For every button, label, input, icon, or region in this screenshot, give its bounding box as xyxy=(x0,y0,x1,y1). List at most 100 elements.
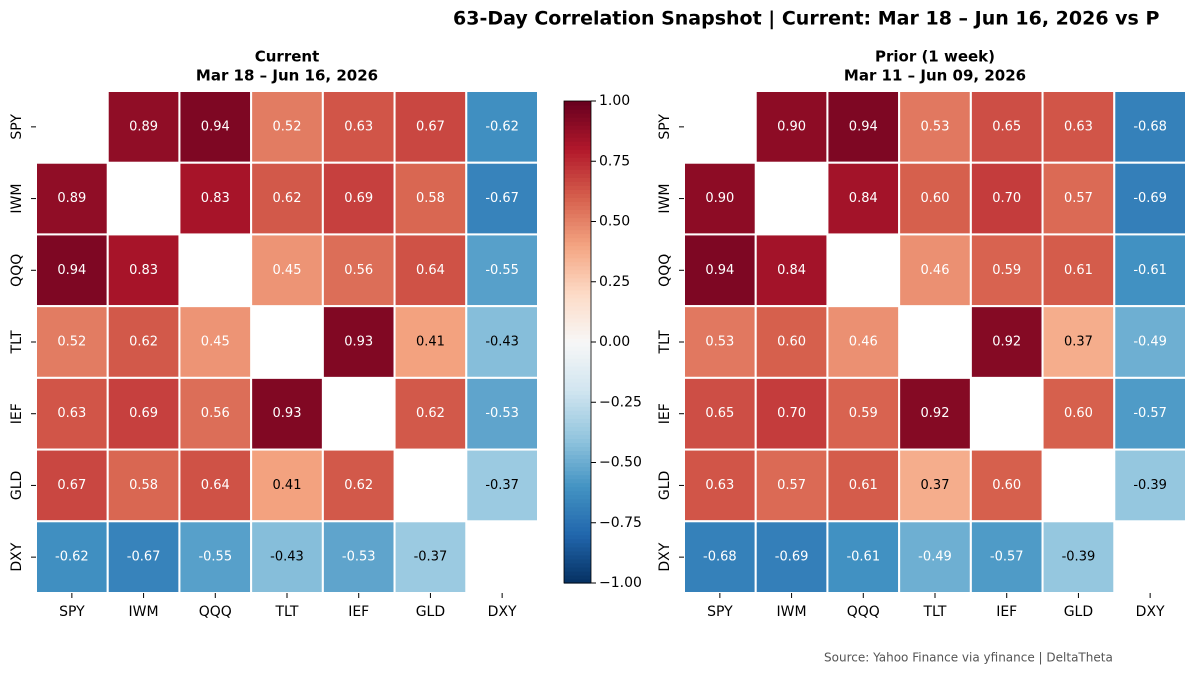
x-tick-label: DXY xyxy=(1136,604,1165,620)
colorbar-segment xyxy=(564,233,591,239)
colorbar-segment xyxy=(564,494,591,500)
colorbar-tick-label: 0.75 xyxy=(599,153,630,169)
colorbar-segment xyxy=(564,309,591,315)
colorbar-segment xyxy=(564,566,591,572)
colorbar-segment xyxy=(564,225,591,231)
colorbar-segment xyxy=(564,149,591,154)
colorbar-segment xyxy=(564,273,591,279)
colorbar-segment xyxy=(564,165,591,170)
colorbar-segment xyxy=(564,217,591,223)
x-tick-label: GLD xyxy=(416,604,445,620)
heatmap-cell xyxy=(969,448,1044,523)
cell-label: 0.60 xyxy=(1064,406,1093,421)
colorbar-segment xyxy=(564,313,591,319)
colorbar-segment xyxy=(564,265,591,271)
cell-label: 0.63 xyxy=(57,406,86,421)
colorbar-segment xyxy=(564,394,591,399)
heatmap-cell xyxy=(826,161,901,236)
cell-label: -0.43 xyxy=(485,335,519,350)
cell-label: 0.94 xyxy=(201,119,230,134)
colorbar-segment xyxy=(564,510,591,516)
colorbar-segment xyxy=(564,406,591,411)
colorbar-segment xyxy=(564,506,591,512)
colorbar-segment xyxy=(564,554,591,560)
heatmap-cell xyxy=(826,520,901,594)
cell-label: 0.93 xyxy=(344,335,373,350)
x-tick-label: DXY xyxy=(488,604,517,620)
colorbar-segment xyxy=(564,370,591,375)
colorbar-segment xyxy=(564,502,591,508)
heatmap-cell xyxy=(1041,90,1116,164)
cell-label: 0.83 xyxy=(201,191,230,206)
colorbar-segment xyxy=(564,101,591,106)
colorbar-segment xyxy=(564,382,591,387)
cell-label: -0.55 xyxy=(485,263,519,278)
cell-label: 0.89 xyxy=(57,191,86,206)
cell-label: 0.61 xyxy=(849,478,878,493)
cell-label: -0.53 xyxy=(485,406,519,421)
cell-label: 0.56 xyxy=(344,263,373,278)
heatmap-cell xyxy=(683,448,757,523)
y-tick-label: TLT xyxy=(9,330,25,354)
heatmap-cell xyxy=(1113,233,1188,308)
colorbar-segment xyxy=(564,261,591,267)
colorbar-segment xyxy=(564,249,591,255)
cell-label: 0.67 xyxy=(57,478,86,493)
y-tick-label: SPY xyxy=(657,114,673,140)
cell-label: 0.92 xyxy=(921,406,950,421)
cell-label: 0.52 xyxy=(273,119,302,134)
colorbar-segment xyxy=(564,574,591,580)
chart-subtitle: Mar 18 – Jun 16, 2026 xyxy=(196,67,378,85)
heatmap-cell xyxy=(465,448,539,523)
cell-label: 0.52 xyxy=(57,335,86,350)
colorbar-segment xyxy=(564,570,591,576)
heatmap-cell xyxy=(754,90,829,164)
heatmap-cell xyxy=(1113,161,1188,236)
colorbar-segment xyxy=(564,281,591,287)
cell-label: -0.49 xyxy=(918,550,952,565)
heatmap-cell xyxy=(1041,376,1116,451)
colorbar-segment xyxy=(564,522,591,528)
colorbar-segment xyxy=(564,109,591,114)
colorbar-segment xyxy=(564,321,591,327)
heatmap-cell xyxy=(826,448,901,523)
cell-label: 0.37 xyxy=(921,478,950,493)
cell-label: 0.63 xyxy=(344,119,373,134)
colorbar-segment xyxy=(564,578,591,584)
colorbar-segment xyxy=(564,410,591,415)
cell-label: 0.83 xyxy=(129,263,158,278)
cell-label: 0.45 xyxy=(273,263,302,278)
colorbar-segment xyxy=(564,121,591,126)
colorbar-segment xyxy=(564,446,591,452)
heatmap-cell xyxy=(826,90,901,164)
colorbar-segment xyxy=(564,245,591,251)
cell-label: -0.68 xyxy=(1133,119,1167,134)
heatmap-cell xyxy=(898,233,972,308)
heatmap-cell xyxy=(465,233,539,308)
colorbar-segment xyxy=(564,426,591,431)
heatmap-cell xyxy=(898,376,972,451)
colorbar-segment xyxy=(564,498,591,504)
colorbar-segment xyxy=(564,458,591,464)
heatmap-cell xyxy=(1041,520,1116,594)
heatmap-cell xyxy=(1113,376,1188,451)
cell-label: 0.59 xyxy=(849,406,878,421)
y-tick-label: DXY xyxy=(657,542,673,571)
cell-label: 0.60 xyxy=(777,335,806,350)
colorbar-segment xyxy=(564,490,591,496)
cell-label: -0.57 xyxy=(990,550,1024,565)
colorbar-segment xyxy=(564,386,591,391)
colorbar-segment xyxy=(564,169,591,174)
colorbar-segment xyxy=(564,526,591,532)
source-note: Source: Yahoo Finance via yfinance | Del… xyxy=(824,651,1113,665)
colorbar-segment xyxy=(564,354,591,359)
x-tick-label: IWM xyxy=(777,604,807,620)
colorbar-segment xyxy=(564,181,591,186)
colorbar-segment xyxy=(564,478,591,484)
chart-subtitle: Mar 11 – Jun 09, 2026 xyxy=(844,67,1026,85)
heatmap-cell xyxy=(898,448,972,523)
y-tick-label: TLT xyxy=(657,330,673,354)
colorbar-segment xyxy=(564,562,591,568)
cell-label: 0.64 xyxy=(416,263,445,278)
colorbar-segment xyxy=(564,346,591,351)
